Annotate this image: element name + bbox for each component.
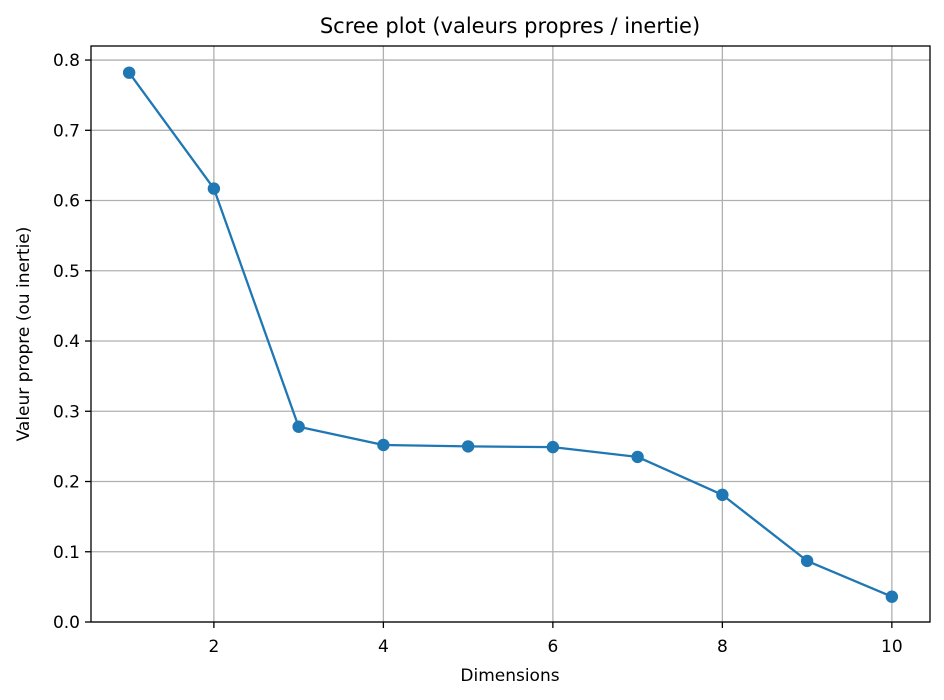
data-point	[546, 440, 560, 454]
x-tick-label: 8	[717, 637, 728, 657]
data-point	[885, 590, 899, 603]
x-axis-label: Dimensions	[460, 666, 559, 686]
data-point	[377, 438, 390, 452]
y-axis-ticks: 0.0 0.1 0.2 0.3 0.4 0.5 0.6 0.7 0.8	[53, 51, 91, 633]
data-point	[461, 440, 475, 453]
series-line	[127, 71, 894, 598]
plot-frame	[90, 45, 931, 623]
series-line-layer	[127, 71, 894, 598]
x-tick-label: 4	[378, 637, 389, 657]
data-point	[631, 450, 644, 464]
data-point	[207, 182, 221, 195]
data-point	[292, 420, 305, 433]
chart-title: Scree plot (valeurs propres / inertie)	[320, 14, 700, 38]
y-tick-label: 0.6	[53, 192, 80, 212]
y-tick-label: 0.7	[53, 121, 80, 141]
data-point	[716, 488, 729, 502]
data-point	[122, 66, 136, 79]
data-point	[800, 554, 814, 568]
y-tick-label: 0.0	[53, 613, 80, 633]
x-tick-label: 10	[881, 637, 903, 657]
x-axis-ticks: 2 4 6 8 10	[208, 622, 903, 657]
x-tick-label: 6	[547, 637, 558, 657]
y-tick-label: 0.8	[53, 51, 80, 71]
x-tick-label: 2	[208, 637, 219, 657]
y-tick-label: 0.2	[53, 473, 80, 493]
y-tick-label: 0.3	[53, 402, 80, 422]
y-tick-label: 0.5	[53, 262, 80, 282]
y-tick-label: 0.1	[53, 543, 80, 563]
y-axis-label: Valeur propre (ou inertie)	[14, 227, 34, 442]
y-tick-label: 0.4	[53, 332, 80, 352]
data-points	[122, 66, 899, 603]
